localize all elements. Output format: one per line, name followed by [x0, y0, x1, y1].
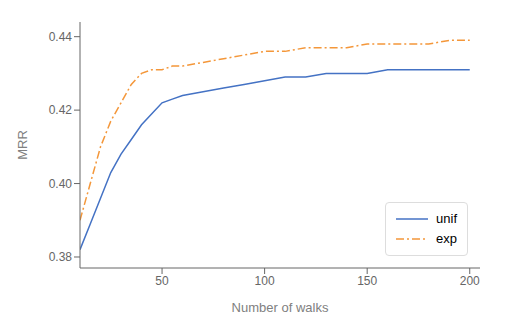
svg-text:150: 150	[357, 274, 377, 288]
svg-text:Number of walks: Number of walks	[232, 300, 329, 315]
svg-text:100: 100	[255, 274, 275, 288]
svg-text:0.42: 0.42	[49, 103, 73, 117]
svg-text:50: 50	[155, 274, 169, 288]
svg-text:0.38: 0.38	[49, 250, 73, 264]
svg-text:0.44: 0.44	[49, 30, 73, 44]
svg-text:0.40: 0.40	[49, 177, 73, 191]
html-text:unif: unif	[436, 211, 457, 226]
svg-text:200: 200	[460, 274, 480, 288]
svg-text:MRR: MRR	[15, 130, 30, 160]
html-text:exp: exp	[436, 231, 457, 246]
